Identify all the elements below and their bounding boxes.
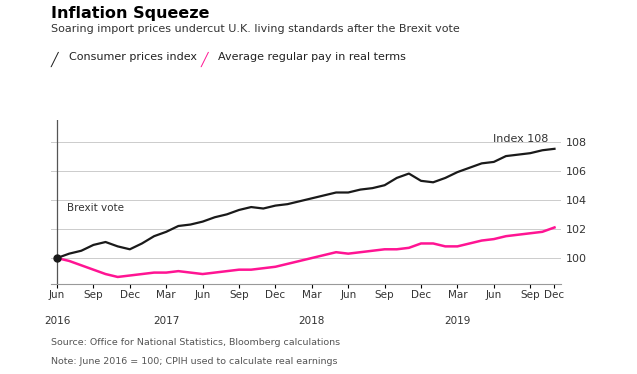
Text: Consumer prices index: Consumer prices index xyxy=(69,52,197,62)
Text: Source: Office for National Statistics, Bloomberg calculations: Source: Office for National Statistics, … xyxy=(51,338,340,347)
Text: Inflation Squeeze: Inflation Squeeze xyxy=(51,6,210,21)
Text: Soaring import prices undercut U.K. living standards after the Brexit vote: Soaring import prices undercut U.K. livi… xyxy=(51,24,460,34)
Text: Note: June 2016 = 100; CPIH used to calculate real earnings: Note: June 2016 = 100; CPIH used to calc… xyxy=(51,357,338,366)
Text: 2019: 2019 xyxy=(444,316,471,326)
Text: Index 108: Index 108 xyxy=(493,134,548,144)
Text: ╱: ╱ xyxy=(201,52,208,67)
Text: 2017: 2017 xyxy=(153,316,180,326)
Text: Brexit vote: Brexit vote xyxy=(67,203,124,213)
Text: ╱: ╱ xyxy=(51,52,59,67)
Text: Average regular pay in real terms: Average regular pay in real terms xyxy=(218,52,406,62)
Text: 2018: 2018 xyxy=(299,316,325,326)
Text: 2016: 2016 xyxy=(44,316,70,326)
